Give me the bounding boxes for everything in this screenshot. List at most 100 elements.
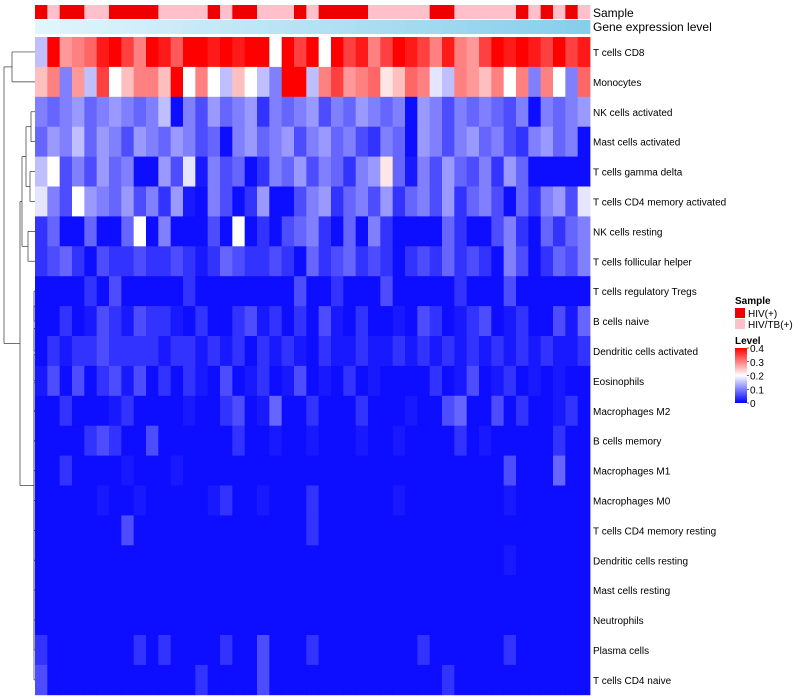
heatmap-cell	[109, 186, 122, 217]
row-label: Dendritic cells activated	[593, 347, 698, 358]
heatmap-cell	[269, 96, 283, 128]
heatmap-cell	[355, 455, 369, 486]
heatmap-cell	[454, 336, 468, 367]
heatmap-cell	[207, 545, 221, 576]
heatmap-cell	[417, 635, 431, 666]
heatmap-cell	[429, 306, 443, 337]
heatmap-cell	[207, 425, 221, 456]
heatmap-cell	[454, 455, 468, 486]
heatmap-cell	[146, 575, 159, 606]
heatmap-cell	[540, 156, 554, 187]
heatmap-cell	[72, 37, 85, 68]
heatmap-cell	[503, 515, 517, 546]
heatmap-cell	[479, 425, 492, 456]
expression-cell	[466, 20, 480, 34]
heatmap-cell	[195, 96, 209, 128]
heatmap-cell	[343, 37, 357, 68]
heatmap-cell	[281, 186, 295, 217]
heatmap-cell	[318, 455, 332, 486]
heatmap-cell	[121, 306, 135, 337]
heatmap-cell	[244, 156, 258, 187]
heatmap-cell	[368, 485, 381, 516]
heatmap-cell	[195, 635, 209, 666]
heatmap-cell	[331, 37, 344, 68]
heatmap-cell	[35, 306, 48, 337]
heatmap-cell	[146, 455, 159, 486]
heatmap-cell	[244, 575, 258, 606]
expression-cell	[503, 20, 517, 34]
heatmap-cell	[516, 37, 529, 68]
heatmap-cell	[220, 395, 233, 427]
heatmap-cell	[207, 66, 221, 98]
heatmap-cell	[294, 575, 307, 606]
heatmap-cell	[368, 126, 381, 157]
heatmap-cell	[146, 664, 159, 696]
heatmap-cell	[47, 66, 61, 98]
heatmap-cell	[244, 306, 258, 337]
heatmap-cell	[281, 515, 295, 546]
heatmap-cell	[491, 425, 505, 456]
heatmap-cell	[133, 605, 147, 636]
heatmap-cell	[392, 96, 406, 128]
heatmap-cell	[380, 96, 394, 128]
heatmap-cell	[503, 664, 517, 696]
heatmap-cell	[516, 664, 529, 696]
heatmap-cell	[368, 515, 381, 546]
heatmap-cell	[96, 336, 110, 367]
heatmap-cell	[207, 186, 221, 217]
heatmap-cell	[109, 66, 122, 98]
heatmap-cell	[466, 156, 480, 187]
heatmap-cell	[59, 425, 73, 456]
heatmap-cell	[133, 545, 147, 576]
heatmap-cell	[35, 545, 48, 576]
heatmap-cell	[540, 66, 554, 98]
heatmap-cell	[257, 186, 270, 217]
heatmap-cell	[392, 156, 406, 187]
heatmap-cell	[121, 395, 135, 427]
heatmap-cell	[96, 276, 110, 307]
heatmap-cell	[466, 37, 480, 68]
heatmap-cell	[183, 37, 196, 68]
row-label: NK cells activated	[593, 108, 672, 119]
sample-cell	[429, 5, 443, 19]
heatmap-cell	[133, 126, 147, 157]
heatmap-cell	[84, 664, 98, 696]
heatmap-cell	[109, 276, 122, 307]
heatmap-cell	[405, 336, 418, 367]
heatmap-cell	[146, 545, 159, 576]
heatmap-cell	[565, 216, 579, 247]
heatmap-cell	[269, 246, 283, 277]
heatmap-cell	[294, 425, 307, 456]
heatmap-cell	[442, 485, 455, 516]
heatmap-cell	[565, 575, 579, 606]
row-label: Mast cells resting	[593, 586, 670, 597]
heatmap-cell	[553, 425, 566, 456]
heatmap-cell	[281, 485, 295, 516]
heatmap-cell	[343, 186, 357, 217]
heatmap-cell	[121, 156, 135, 187]
heatmap-cell	[516, 545, 529, 576]
heatmap-cell	[96, 485, 110, 516]
heatmap-cell	[318, 664, 332, 696]
heatmap-cell	[528, 186, 542, 217]
heatmap-cell	[195, 365, 209, 397]
heatmap-cell	[417, 515, 431, 546]
heatmap-cell	[47, 126, 61, 157]
heatmap-cell	[220, 455, 233, 486]
heatmap-cell	[429, 156, 443, 187]
heatmap-cell	[269, 37, 283, 68]
heatmap-cell	[294, 545, 307, 576]
heatmap-cell	[553, 485, 566, 516]
heatmap-cell	[96, 96, 110, 128]
heatmap-cell	[417, 395, 431, 427]
heatmap-cell	[121, 485, 135, 516]
heatmap-cell	[232, 425, 246, 456]
heatmap-cell	[553, 37, 566, 68]
heatmap-cell	[368, 605, 381, 636]
heatmap-cell	[491, 246, 505, 277]
heatmap-cell	[368, 96, 381, 128]
heatmap-cell	[405, 515, 418, 546]
heatmap-cell	[442, 306, 455, 337]
heatmap-cell	[479, 96, 492, 128]
heatmap-cell	[392, 336, 406, 367]
